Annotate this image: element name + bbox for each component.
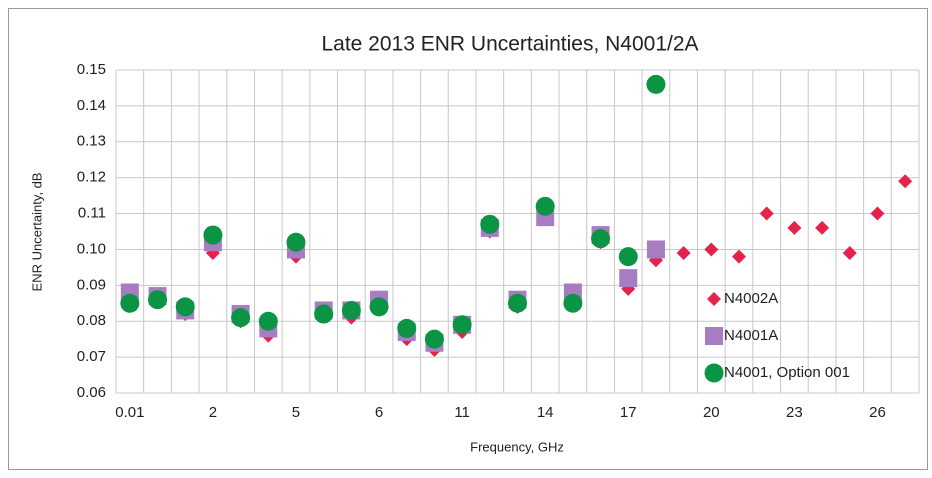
point bbox=[619, 269, 638, 288]
y-tick-label: 0.07 bbox=[77, 348, 106, 365]
point bbox=[898, 174, 913, 189]
point bbox=[563, 293, 583, 313]
y-tick-label: 0.06 bbox=[77, 384, 106, 401]
x-tick-label: 20 bbox=[703, 404, 720, 421]
point bbox=[480, 214, 500, 234]
x-tick-label: 6 bbox=[375, 404, 383, 421]
x-tick-label: 0.01 bbox=[115, 404, 144, 421]
y-tick-label: 0.13 bbox=[77, 133, 106, 150]
point bbox=[591, 229, 611, 249]
x-tick-label: 5 bbox=[292, 404, 300, 421]
point bbox=[870, 206, 885, 221]
x-tick-label: 14 bbox=[537, 404, 554, 421]
y-tick-label: 0.10 bbox=[77, 240, 106, 257]
point bbox=[397, 318, 417, 338]
point bbox=[676, 246, 691, 261]
point bbox=[286, 232, 306, 252]
x-tick-label: 23 bbox=[786, 404, 803, 421]
point bbox=[646, 74, 666, 94]
point bbox=[148, 290, 168, 310]
y-tick-label: 0.08 bbox=[77, 312, 106, 329]
x-tick-label: 2 bbox=[209, 404, 217, 421]
y-axis-label: ENR Uncertainty, dB bbox=[29, 173, 44, 292]
point bbox=[424, 329, 444, 349]
y-tick-label: 0.09 bbox=[77, 276, 106, 293]
point bbox=[535, 196, 555, 216]
point bbox=[314, 304, 334, 324]
point bbox=[231, 308, 251, 328]
point bbox=[787, 220, 802, 235]
legend-label: N4002A bbox=[724, 290, 778, 307]
legend-label: N4001A bbox=[724, 327, 778, 344]
point bbox=[815, 220, 830, 235]
legend-marker bbox=[704, 363, 724, 383]
chart-frame bbox=[8, 8, 928, 470]
point bbox=[759, 206, 774, 221]
point bbox=[120, 293, 140, 313]
point bbox=[341, 300, 361, 320]
point bbox=[618, 247, 638, 267]
point bbox=[842, 246, 857, 261]
point bbox=[369, 297, 389, 317]
y-tick-label: 0.12 bbox=[77, 169, 106, 186]
point bbox=[258, 311, 278, 331]
y-tick-label: 0.15 bbox=[77, 61, 106, 78]
x-axis-label: Frequency, GHz bbox=[470, 439, 564, 454]
x-tick-label: 17 bbox=[620, 404, 637, 421]
y-tick-label: 0.11 bbox=[78, 205, 106, 222]
point bbox=[646, 240, 665, 259]
legend-marker bbox=[705, 327, 723, 345]
legend-label: N4001, Option 001 bbox=[724, 364, 850, 381]
point bbox=[452, 315, 472, 335]
y-tick-label: 0.14 bbox=[77, 97, 106, 114]
legend-marker bbox=[707, 292, 721, 306]
point bbox=[203, 225, 223, 245]
chart-title: Late 2013 ENR Uncertainties, N4001/2A bbox=[321, 33, 698, 56]
point bbox=[704, 242, 719, 257]
point bbox=[175, 297, 195, 317]
x-tick-label: 11 bbox=[454, 404, 470, 421]
point bbox=[508, 293, 527, 313]
x-tick-label: 26 bbox=[869, 404, 886, 421]
point bbox=[732, 249, 747, 264]
